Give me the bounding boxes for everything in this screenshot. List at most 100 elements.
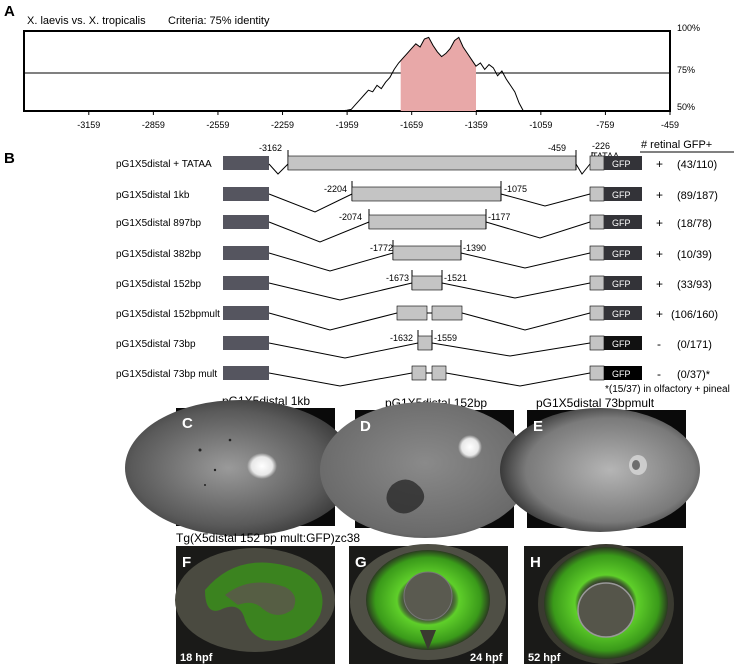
fragment-right-coord: -1390 [463,243,486,253]
gfp-sign: - [657,367,661,381]
upstream-block [223,156,269,170]
panel-letter-d: D [360,418,371,435]
promoter-block [589,155,605,171]
enhancer-fragment [411,275,443,291]
gfp-label: GFP [612,190,631,200]
micrograph-e: E [500,408,700,532]
construct-name: pG1X5distal 73bp [116,339,196,350]
identity-curve [340,36,524,112]
panel-letter-h: H [530,554,541,571]
gfp-sign: + [656,216,663,230]
enhancer-fragment [431,365,447,381]
comparison-label: X. laevis vs. X. tropicalis [27,15,146,27]
enhancer-fragment [368,214,487,230]
gfp-sign: + [656,307,663,321]
stage-label-h: 52 hpf [528,652,561,664]
promoter-block [589,365,605,381]
y-tick-100: 100% [677,23,700,33]
gfp-block [604,306,642,320]
gfp-label: GFP [612,279,631,289]
construct-row: pG1X5distal 152bpmult GFP + (106/160) [116,305,718,331]
construct-name: pG1X5distal 152bp [116,279,202,290]
promoter-block [589,305,605,321]
panel-letter-e: E [533,418,543,435]
gfp-block [604,215,642,229]
upstream-block [223,215,269,229]
enhancer-fragment [431,305,463,321]
identity-plot: -3159 -2859 -2559 -2259 -1959 -1659 -1359 -1059… [23,23,700,130]
gfp-sign: + [656,157,663,171]
fragment-right-coord: -1177 [488,212,510,222]
gfp-block [604,276,642,290]
gfp-count: (89/187) [677,190,718,202]
enhancer-fragment [411,365,427,381]
gfp-count: (43/110) [677,159,717,171]
construct-row: pG1X5distal 897bp -2074 -1177 GFP + (18/… [116,209,712,243]
fragment-left-coord: -1772 [370,243,393,253]
footnote: *(15/37) in olfactory + pineal [605,384,730,395]
splice-line [268,163,289,175]
promoter-block [589,275,605,291]
stage-label-g: 24 hpf [470,652,503,664]
panel-letter-g: G [355,554,367,571]
upstream-block [223,366,269,380]
gfp-sign: + [656,247,663,261]
micrograph-h: H 52 hpf [524,544,683,664]
micrograph-g: G 24 hpf [349,544,508,664]
gfp-label: GFP [612,218,631,228]
upstream-block [223,187,269,201]
x-tick-label: -2859 [142,120,165,130]
upstream-block [223,246,269,260]
construct-name: pG1X5distal 73bp mult [116,369,217,380]
promoter-block [589,186,605,202]
gfp-sign: + [656,188,663,202]
panel-letter-c: C [182,415,193,432]
gfp-block [604,187,642,201]
fragment-right-coord: -459 [548,143,566,153]
construct-name: pG1X5distal 152bpmult [116,309,220,320]
x-tick-label: -1059 [529,120,552,130]
micrograph-f: F 18 hpf [175,546,335,664]
construct-row: pG1X5distal + TATAA -3162 -459 GFP + (43… [116,143,717,175]
fragment-left-coord: -2074 [339,212,362,222]
x-tick-label: -2559 [206,120,229,130]
enhancer-fragment [351,186,502,202]
enhancer-fragment [287,155,577,171]
construct-name: pG1X5distal + TATAA [116,159,212,170]
micrograph-c: C [125,400,355,536]
gfp-sign: - [657,337,661,351]
stage-label-f: 18 hpf [180,652,213,664]
upstream-block [223,276,269,290]
transgene-label: Tg(X5distal 152 bp mult:GFP)zc38 [176,531,360,545]
gfp-count: (18/78) [677,218,712,230]
construct-row: pG1X5distal 382bp -1772 -1390 GFP + (10/… [116,240,712,272]
highlight-region [400,37,476,111]
gfp-label: GFP [612,339,631,349]
x-tick-label: -1359 [465,120,488,130]
fragment-left-coord: -1632 [390,333,413,343]
gfp-label: GFP [612,249,631,259]
construct-row: pG1X5distal 152bp -1673 -1521 GFP + (33/… [116,270,712,301]
fragment-left-coord: -3162 [259,143,282,153]
gfp-label: GFP [612,159,631,169]
x-tick-label: -1659 [400,120,423,130]
fragment-right-coord: -1559 [434,333,457,343]
panel-letter-a: A [4,3,15,20]
enhancer-fragment [396,305,428,321]
x-tick-label: -1959 [336,120,359,130]
gfp-column-header: # retinal GFP+ [641,139,712,151]
gfp-block [604,336,642,350]
fragment-left-coord: -1673 [386,273,409,283]
construct-row: pG1X5distal 1kb -2204 -1075 GFP + (89/18… [116,181,718,213]
gfp-sign: + [656,277,663,291]
gfp-count: (33/93) [677,279,712,291]
gfp-label: GFP [612,369,631,379]
promoter-block [589,214,605,230]
upstream-block [223,336,269,350]
promoter-block [589,335,605,351]
gfp-count: (0/37)* [677,369,711,381]
y-tick-75: 75% [677,65,695,75]
fragment-right-coord: -1521 [444,273,467,283]
enhancer-fragment [392,245,462,261]
